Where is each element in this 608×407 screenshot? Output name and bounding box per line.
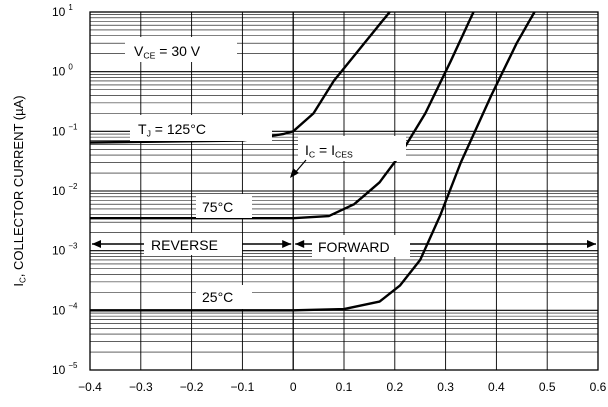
y-tick-label: 10 −3 [52,242,78,258]
y-tick-label: 10 −1 [52,122,78,138]
y-tick-label: 10 1 [52,3,73,19]
y-tick-label: 10 0 [52,63,73,79]
x-tick-label: −0.2 [180,380,204,394]
series-label-75c: 75°C [202,199,233,215]
x-tick-label: 0.3 [437,380,454,394]
axis-labels: IC, COLLECTOR CURRENT (µA) [11,95,27,286]
x-tick-label: 0.1 [336,380,353,394]
y-tick-label: 10 −2 [52,182,78,198]
reverse-label: REVERSE [151,237,218,253]
x-tick-label: 0.5 [539,380,556,394]
y-tick-label: 10 −4 [52,301,78,317]
y-tick-label: 10 −5 [52,361,78,377]
grid [90,12,598,370]
forward-label: FORWARD [318,239,390,255]
x-tick-label: 0.6 [590,380,607,394]
x-tick-label: −0.4 [78,380,102,394]
series-label-25c: 25°C [202,289,233,305]
y-axis-label: IC, COLLECTOR CURRENT (µA) [11,95,27,286]
x-tick-label: −0.3 [129,380,153,394]
x-tick-label: 0.2 [386,380,403,394]
x-tick-label: −0.1 [231,380,255,394]
x-tick-label: 0.4 [488,380,505,394]
x-tick-label: 0 [290,380,297,394]
